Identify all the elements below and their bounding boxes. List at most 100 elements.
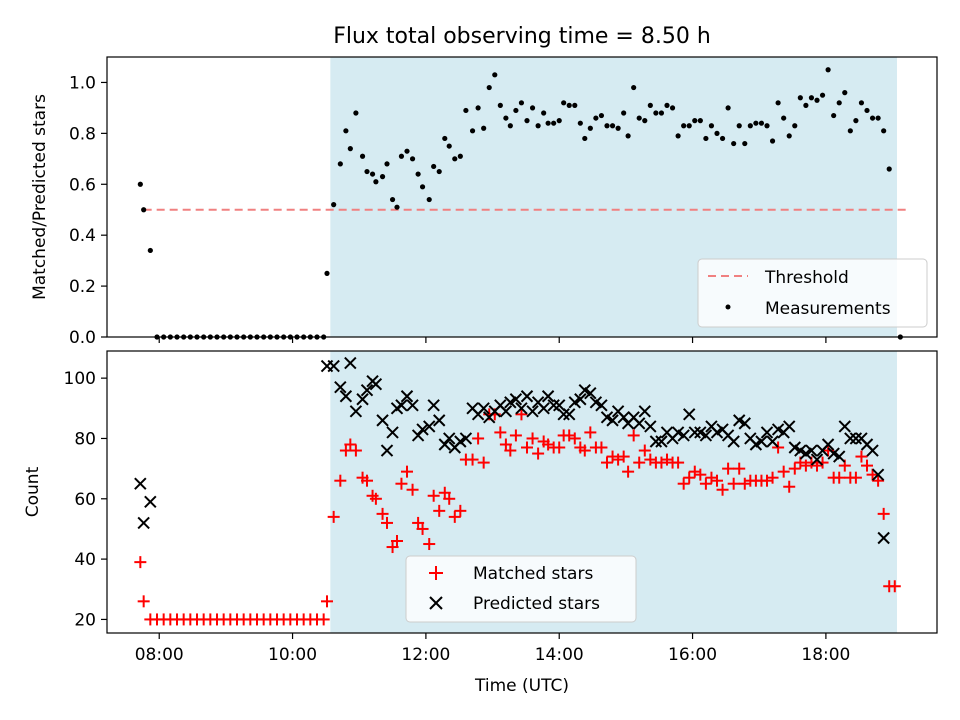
- matched-star-marker: [515, 408, 528, 421]
- predicted-star-marker: [553, 399, 566, 412]
- measurement-point: [631, 84, 637, 91]
- matched-star-marker: [448, 510, 461, 523]
- measurement-point: [442, 135, 448, 142]
- matched-star-marker: [401, 465, 413, 478]
- measurement-point: [561, 100, 567, 106]
- measurement-point: [653, 110, 659, 116]
- predicted-star-marker: [443, 432, 456, 445]
- measurement-point: [587, 125, 593, 131]
- matched-star-marker: [861, 459, 873, 472]
- predicted-stars-group: [134, 356, 890, 545]
- measurement-point: [642, 118, 648, 124]
- predicted-star-marker: [423, 420, 436, 433]
- matched-star-marker: [344, 438, 357, 451]
- predicted-star-marker: [849, 432, 863, 445]
- predicted-star-marker: [877, 531, 890, 545]
- matched-star-marker: [395, 477, 408, 490]
- predicted-star-marker: [638, 405, 651, 418]
- top-y-axis-label: Matched/Predicted stars: [30, 94, 50, 300]
- measurement-point: [419, 184, 426, 190]
- measurement-point: [719, 135, 726, 142]
- bottom-x-axis: 08:00 10:00 12:00 14:00 16:00 18:00: [135, 633, 850, 665]
- matched-star-marker: [321, 595, 333, 608]
- measurement-point: [869, 115, 876, 121]
- predicted-star-marker: [541, 390, 555, 403]
- matched-star-marker: [872, 474, 885, 487]
- measurement-point: [577, 120, 583, 126]
- chart-title: Flux total observing time = 8.50 h: [333, 24, 711, 49]
- measurement-point: [669, 105, 676, 111]
- measurement-point: [331, 202, 337, 208]
- predicted-star-marker: [137, 516, 150, 530]
- top-y-tick-label: 0.4: [69, 226, 96, 246]
- legend-matched-swatch: [429, 566, 443, 580]
- predicted-star-marker: [595, 399, 608, 412]
- matched-star-marker: [866, 468, 879, 481]
- x-tick-label: 08:00: [135, 645, 184, 665]
- measurement-point: [636, 115, 642, 121]
- measurement-point: [324, 270, 330, 276]
- predicted-star-marker: [427, 399, 440, 412]
- predicted-star-marker: [360, 384, 374, 397]
- measurement-point: [463, 107, 469, 114]
- matched-star-marker: [386, 541, 399, 554]
- matched-star-marker: [433, 504, 446, 517]
- measurement-point: [886, 166, 892, 172]
- measurement-point: [808, 95, 815, 101]
- predicted-star-marker: [688, 426, 701, 439]
- matched-star-marker: [672, 456, 685, 469]
- measurement-point: [725, 105, 731, 111]
- predicted-star-marker: [395, 399, 408, 412]
- measurement-point: [697, 118, 703, 124]
- measurement-point: [503, 115, 509, 121]
- measurement-point: [398, 153, 405, 159]
- measurement-point: [647, 102, 653, 108]
- matched-star-marker: [509, 429, 522, 442]
- matched-star-marker: [627, 429, 640, 442]
- measurement-point: [797, 95, 803, 101]
- measurement-point: [858, 100, 865, 106]
- measurement-point: [373, 179, 379, 185]
- predicted-star-marker: [433, 414, 446, 427]
- measurement-point: [394, 204, 400, 210]
- measurement-point: [792, 123, 798, 129]
- matched-star-marker: [134, 556, 147, 569]
- x-axis-label: Time (UTC): [474, 676, 569, 696]
- matched-star-marker: [438, 486, 451, 499]
- measurement-point: [803, 102, 809, 108]
- predicted-star-marker: [349, 405, 363, 418]
- predicted-star-marker: [766, 435, 779, 448]
- predicted-star-marker: [369, 377, 383, 391]
- predicted-star-marker: [655, 435, 668, 448]
- matched-star-marker: [406, 483, 419, 496]
- measurement-point: [359, 153, 366, 159]
- predicted-star-marker: [356, 393, 369, 406]
- predicted-star-marker: [810, 453, 824, 466]
- measurement-point: [814, 97, 820, 103]
- bottom-y-tick-label: 40: [74, 550, 96, 570]
- predicted-star-marker: [833, 450, 846, 463]
- matched-star-marker: [633, 456, 646, 469]
- matched-star-marker: [376, 507, 389, 520]
- matched-star-marker: [822, 444, 835, 457]
- measurement-point: [343, 128, 349, 134]
- measurement-point: [847, 128, 853, 134]
- measurement-point: [426, 196, 432, 203]
- measurement-point: [675, 133, 681, 139]
- measurement-point: [137, 181, 143, 187]
- measurement-point: [769, 138, 776, 144]
- matched-star-marker: [727, 477, 740, 490]
- predicted-star-marker: [557, 408, 570, 421]
- measurement-point: [389, 196, 396, 203]
- measurement-point: [658, 110, 665, 116]
- measurement-point: [786, 133, 792, 139]
- matched-star-marker: [888, 580, 901, 593]
- predicted-star-marker: [584, 387, 597, 400]
- measurement-point: [404, 148, 410, 154]
- matched-star-marker: [499, 438, 512, 451]
- legend-matched-label: Matched stars: [473, 564, 593, 584]
- measurement-point: [864, 107, 870, 114]
- matched-star-marker: [622, 465, 635, 478]
- bottom-y-tick-label: 80: [74, 429, 96, 449]
- predicted-star-marker: [380, 444, 394, 457]
